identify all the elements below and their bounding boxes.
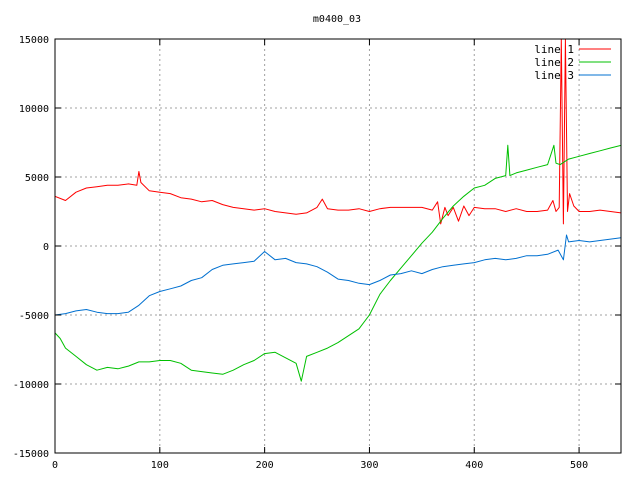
y-tick-label: 0	[43, 242, 49, 253]
y-tick-label: 15000	[19, 35, 49, 46]
y-tick-label: 10000	[19, 104, 49, 115]
x-tick-label: 100	[151, 460, 169, 471]
x-tick-label: 500	[570, 460, 588, 471]
grid	[55, 39, 621, 453]
x-tick-label: 200	[256, 460, 274, 471]
y-tick-label: 5000	[25, 173, 49, 184]
axis-ticks: 0 100 200 300 400 500 -15000 -10000 -5000 0 5000 10…	[13, 35, 621, 471]
series-line-2	[55, 144, 621, 382]
x-tick-label: 400	[465, 460, 483, 471]
series-line-3	[55, 234, 621, 316]
x-tick-label: 0	[52, 460, 58, 471]
chart-title: m0400_03	[313, 14, 361, 25]
legend-label-2: line 2	[534, 56, 574, 69]
series-line-1	[55, 39, 621, 225]
x-tick-label: 300	[360, 460, 378, 471]
legend-label-1: line 1	[534, 43, 574, 56]
y-tick-label: -10000	[13, 380, 49, 391]
y-tick-label: -15000	[13, 449, 49, 460]
series-lines	[55, 39, 621, 382]
y-tick-label: -5000	[19, 311, 49, 322]
legend-label-3: line 3	[534, 69, 574, 82]
